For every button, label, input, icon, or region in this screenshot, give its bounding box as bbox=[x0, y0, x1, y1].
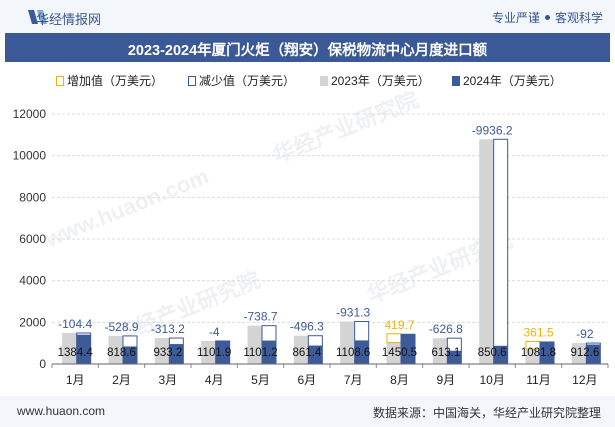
x-tick-label: 4月 bbox=[205, 373, 224, 387]
bar-decrease bbox=[76, 332, 92, 336]
legend-2023: 2023年（万美元） bbox=[320, 72, 430, 89]
bar-decrease bbox=[585, 342, 601, 346]
bar-2023 bbox=[154, 338, 170, 364]
change-label: -738.7 bbox=[243, 310, 277, 324]
x-tick-label: 10月 bbox=[479, 373, 504, 387]
change-label: -92 bbox=[576, 327, 594, 341]
slogan-part-a: 专业严谨 bbox=[491, 11, 540, 25]
bar-2023 bbox=[62, 332, 78, 364]
chart-title: 2023-2024年厦门火炬（翔安）保税物流中心月度进口额 bbox=[127, 43, 488, 59]
x-tick-label: 8月 bbox=[390, 373, 409, 387]
value-label-2024: 1384.4 bbox=[58, 347, 94, 359]
x-tick-label: 3月 bbox=[158, 373, 177, 387]
change-label: 419.7 bbox=[384, 318, 414, 332]
chart-legend: 增加值（万美元） 减少值（万美元） 2023年（万美元） 2024年（万美元） bbox=[0, 72, 615, 90]
bar-2024 bbox=[585, 344, 601, 364]
y-tick-label: 6000 bbox=[19, 232, 46, 246]
huajing-logo-icon bbox=[28, 10, 47, 24]
x-tick-label: 6月 bbox=[297, 373, 316, 387]
change-label: -9936.2 bbox=[472, 123, 513, 137]
brand-name: 华经情报网 bbox=[36, 12, 102, 27]
y-tick-label: 10000 bbox=[13, 149, 47, 163]
value-label-2024: 1108.6 bbox=[336, 347, 370, 359]
bar-decrease bbox=[354, 320, 370, 342]
title-bar: 2023-2024年厦门火炬（翔安）保税物流中心月度进口额 bbox=[5, 33, 610, 62]
value-label-2024: 1081.8 bbox=[521, 347, 556, 359]
x-tick-label: 5月 bbox=[251, 373, 270, 387]
bar-2023 bbox=[479, 139, 495, 364]
bar-2023 bbox=[293, 335, 309, 364]
header-bar: 华经情报网 专业严谨 客观科学 bbox=[0, 0, 615, 33]
bar-2023 bbox=[525, 348, 541, 364]
footer-bar: www.huaon.com 数据来源：中国海关，华经产业研究院整理 bbox=[0, 396, 615, 427]
legend-decrease: 减少值（万美元） bbox=[188, 72, 295, 89]
change-label: -313.2 bbox=[151, 322, 185, 336]
bar-2024 bbox=[261, 341, 277, 364]
y-tick-label: 0 bbox=[39, 357, 46, 371]
bar-2023 bbox=[340, 321, 356, 364]
decrease-swatch-icon bbox=[188, 76, 196, 86]
bar-2023 bbox=[201, 340, 217, 364]
y-tick-label: 4000 bbox=[19, 274, 46, 288]
bar-2024 bbox=[122, 346, 138, 364]
footer-website: www.huaon.com bbox=[17, 404, 106, 418]
value-label-2024: 818.6 bbox=[107, 347, 136, 359]
chart-area: 0 2000 4000 6000 8000 10000 12000 1384.4 -104.4 1… bbox=[13, 107, 609, 387]
bar-decrease bbox=[307, 335, 323, 347]
change-label: -104.4 bbox=[58, 317, 92, 331]
bar-2024 bbox=[400, 333, 416, 364]
slogan: 专业严谨 客观科学 bbox=[492, 9, 603, 26]
value-label-2024: 613.1 bbox=[431, 347, 460, 359]
bar-increase bbox=[386, 333, 402, 344]
value-label-2024: 1101.2 bbox=[243, 347, 277, 359]
change-label: -626.8 bbox=[429, 322, 463, 336]
bar-decrease bbox=[493, 138, 509, 347]
legend-increase: 增加值（万美元） bbox=[56, 72, 163, 89]
y-tick-label: 12000 bbox=[13, 107, 47, 121]
bar-2024 bbox=[76, 335, 92, 364]
slogan-part-b: 客观科学 bbox=[554, 11, 603, 25]
bar-2024 bbox=[307, 346, 323, 364]
change-label: -931.3 bbox=[336, 305, 370, 319]
value-label-2024: 1450.5 bbox=[382, 347, 417, 359]
change-label: -496.3 bbox=[290, 320, 324, 334]
bar-decrease bbox=[122, 335, 138, 348]
y-tick-label: 8000 bbox=[19, 190, 46, 204]
y-tick-label: 2000 bbox=[19, 315, 46, 329]
bar-2023 bbox=[386, 342, 402, 364]
dot-icon bbox=[544, 15, 550, 21]
footer-source: 数据来源：中国海关，华经产业研究院整理 bbox=[372, 406, 601, 420]
value-label-2024: 850.6 bbox=[478, 347, 507, 359]
x-tick-label: 2月 bbox=[112, 373, 131, 387]
bar-2024 bbox=[493, 346, 509, 364]
bar-2024 bbox=[354, 340, 370, 364]
y2024-swatch-icon bbox=[452, 76, 460, 86]
bar-decrease bbox=[261, 325, 277, 342]
increase-swatch-icon bbox=[56, 76, 64, 86]
x-tick-label: 11月 bbox=[526, 373, 550, 387]
x-tick-label: 12月 bbox=[572, 373, 597, 387]
change-label: 361.5 bbox=[523, 325, 553, 339]
change-label: -528.9 bbox=[104, 320, 138, 334]
bar-2023 bbox=[571, 343, 587, 364]
bar-2024 bbox=[168, 344, 184, 364]
bar-2024 bbox=[539, 341, 555, 364]
bar-2023 bbox=[247, 325, 263, 364]
x-tick-label: 9月 bbox=[436, 373, 455, 387]
y2023-swatch-icon bbox=[320, 76, 328, 86]
x-tick-label: 1月 bbox=[66, 373, 85, 387]
value-label-2024: 912.6 bbox=[570, 347, 599, 359]
value-label-2024: 1101.9 bbox=[197, 347, 231, 359]
x-tick-label: 7月 bbox=[344, 373, 363, 387]
value-label-2024: 861.4 bbox=[292, 347, 321, 359]
bar-decrease bbox=[168, 337, 184, 346]
bar-2023 bbox=[432, 338, 448, 364]
bar-2024 bbox=[215, 341, 231, 364]
legend-2024: 2024年（万美元） bbox=[452, 72, 562, 89]
value-label-2024: 933.2 bbox=[153, 347, 182, 359]
bar-2024 bbox=[446, 351, 462, 364]
bar-2023 bbox=[108, 335, 124, 364]
change-label: -4 bbox=[209, 325, 220, 339]
